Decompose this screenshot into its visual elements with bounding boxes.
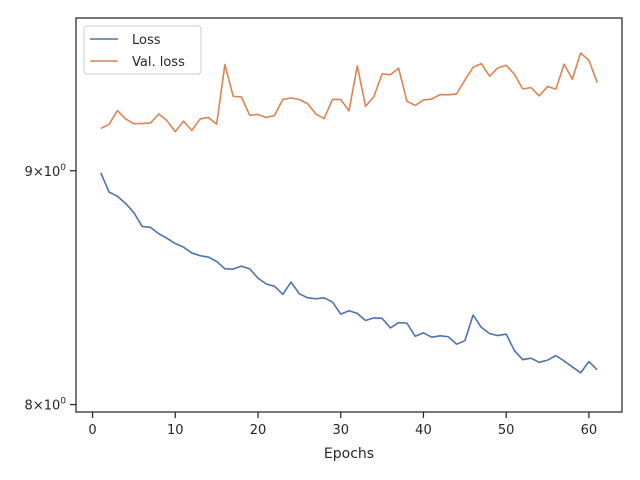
x-tick-label: 10 bbox=[167, 423, 184, 438]
legend-label-loss: Loss bbox=[132, 33, 161, 48]
plot-frame bbox=[75, 17, 623, 413]
legend-label-val-loss: Val. loss bbox=[132, 55, 185, 70]
x-tick-label: 0 bbox=[88, 423, 96, 438]
legend: Loss Val. loss bbox=[83, 25, 202, 75]
series-lines bbox=[100, 52, 598, 374]
y-tick-label: 9×100 bbox=[25, 163, 67, 180]
y-tick-label: 8×100 bbox=[25, 397, 67, 414]
x-axis-label: Epochs bbox=[324, 446, 374, 462]
x-tick-label: 40 bbox=[415, 423, 432, 438]
x-tick-label: 50 bbox=[498, 423, 515, 438]
series-line-loss bbox=[100, 172, 598, 374]
x-axis-ticks: 0 10 20 30 40 50 60 bbox=[88, 412, 597, 438]
x-tick-label: 20 bbox=[250, 423, 267, 438]
y-axis-ticks: 8×100 9×100 bbox=[25, 163, 76, 414]
x-tick-label: 30 bbox=[332, 423, 349, 438]
series-line-val-loss bbox=[100, 52, 598, 133]
plot-border bbox=[75, 17, 623, 413]
legend-box bbox=[83, 25, 202, 75]
x-tick-label: 60 bbox=[581, 423, 598, 438]
